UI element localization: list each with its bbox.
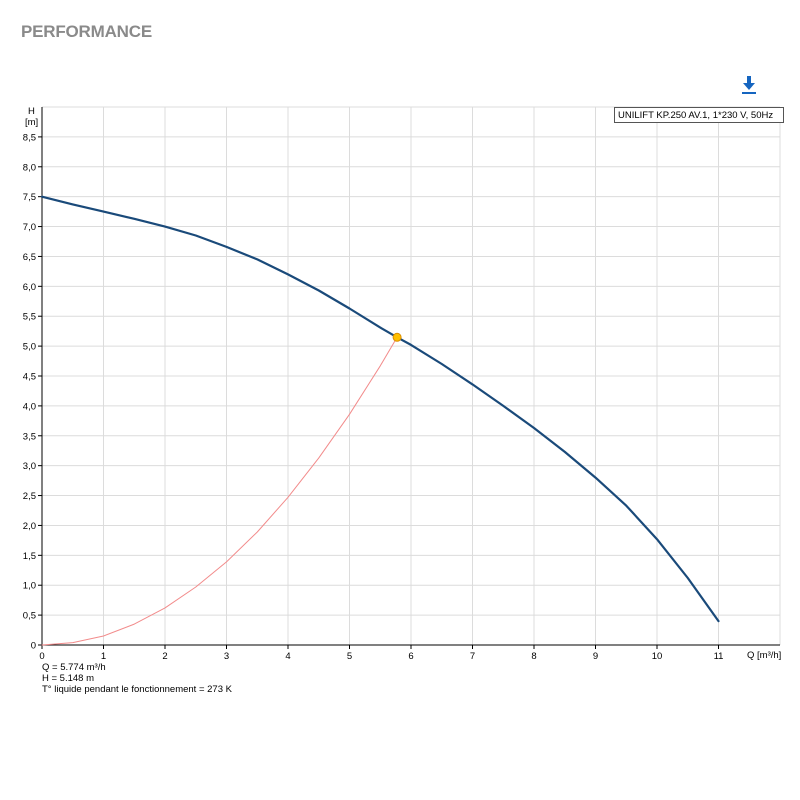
x-tick-label: 1 [101,651,106,662]
y-tick-label: 8,0 [23,162,36,173]
y-tick-label: 5,0 [23,342,36,353]
y-tick-label: 0 [31,641,36,652]
system-curve [41,336,398,646]
y-tick-label: 4,5 [23,372,36,383]
x-tick-label: 5 [347,651,352,662]
head-readout: H = 5.148 m [42,673,95,684]
y-tick-label: 8,5 [23,132,36,143]
y-tick-label: 6,0 [23,282,36,293]
x-axis-label: Q [m³/h] [747,650,781,661]
y-axis-label: H [28,106,35,117]
y-tick-label: 4,0 [23,401,36,412]
y-tick-label: 6,5 [23,252,36,263]
download-icon [742,76,756,94]
x-tick-label: 9 [593,651,598,662]
chart-legend: UNILIFT KP.250 AV.1, 1*230 V, 50Hz [614,107,784,123]
x-tick-label: 4 [285,651,290,662]
x-tick-label: 11 [714,651,724,662]
y-tick-label: 5,5 [23,312,36,323]
x-tick-label: 10 [652,651,663,662]
y-tick-label: 2,5 [23,491,36,502]
download-button[interactable] [738,74,760,96]
operating-point-readouts: Q = 5.774 m³/h H = 5.148 m T° liquide pe… [42,662,232,695]
y-tick-label: 3,0 [23,461,36,472]
x-tick-label: 0 [39,651,44,662]
legend-label: UNILIFT KP.250 AV.1, 1*230 V, 50Hz [618,110,774,121]
flow-readout: Q = 5.774 m³/h [42,662,106,673]
y-tick-label: 3,5 [23,431,36,442]
y-tick-label: 2,0 [23,521,36,532]
temperature-readout: T° liquide pendant le fonctionnement = 2… [42,684,232,695]
x-tick-label: 3 [224,651,229,662]
pump-curve [40,195,720,623]
x-tick-label: 2 [162,651,167,662]
operating-point-marker [392,332,402,342]
x-tick-label: 7 [470,651,475,662]
y-tick-label: 7,0 [23,222,36,233]
y-tick-label: 1,5 [23,551,36,562]
y-tick-label: 1,0 [23,581,36,592]
y-tick-label: 0,5 [23,611,36,622]
x-tick-label: 6 [408,651,413,662]
x-tick-label: 8 [531,651,536,662]
page-title: PERFORMANCE [21,22,152,41]
y-tick-label: 7,5 [23,192,36,203]
y-axis-unit: [m] [25,117,38,128]
